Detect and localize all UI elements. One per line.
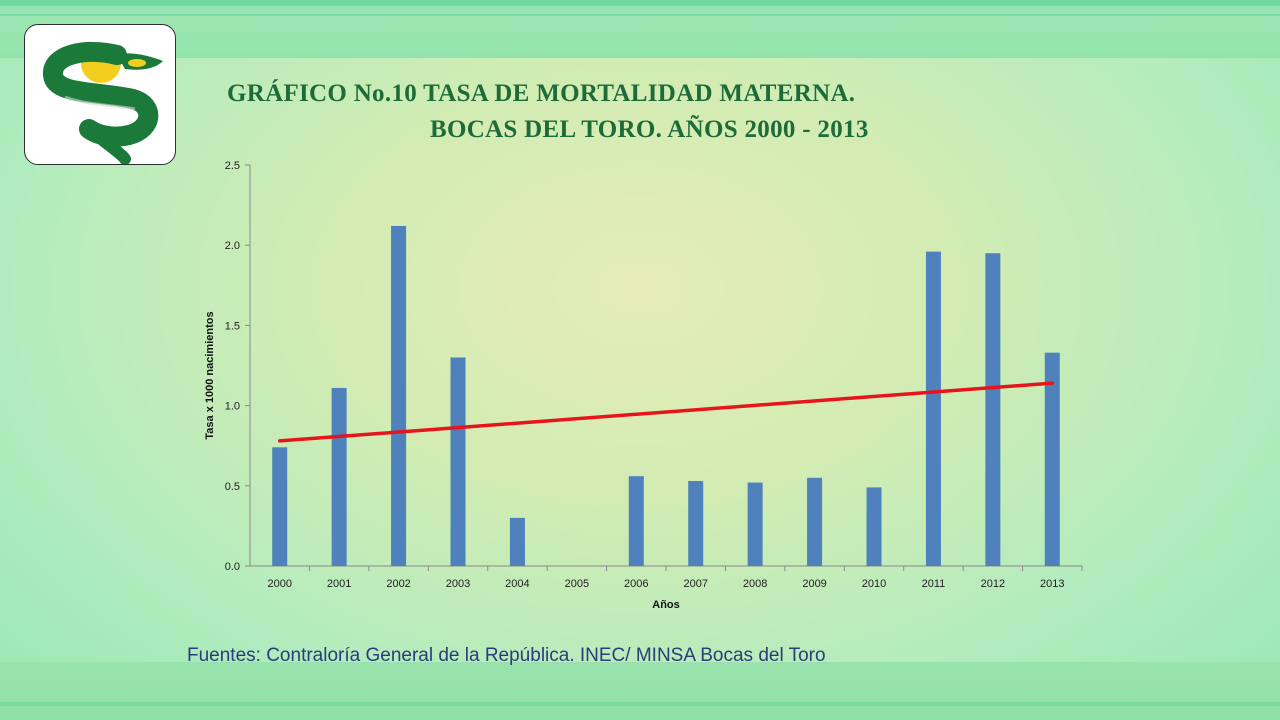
bar-2004 xyxy=(509,517,525,566)
x-tick-label: 2002 xyxy=(386,578,410,590)
x-tick-label: 2000 xyxy=(267,578,291,590)
bar-2008 xyxy=(747,482,763,566)
y-tick-label: 0.0 xyxy=(225,561,240,573)
bar-2011 xyxy=(925,251,941,566)
chart-title-line-1: GRÁFICO No.10 TASA DE MORTALIDAD MATERNA… xyxy=(227,80,856,107)
bottom-band xyxy=(0,662,1280,720)
bar-2010 xyxy=(866,487,882,566)
top-band-line xyxy=(0,14,1280,16)
chart-title-line-2: BOCAS DEL TORO. AÑOS 2000 - 2013 xyxy=(430,116,869,143)
y-tick-label: 2.5 xyxy=(225,160,240,172)
bar-2012 xyxy=(985,253,1001,566)
bar-2009 xyxy=(807,477,823,566)
y-axis-title: Tasa x 1000 nacimientos xyxy=(204,311,216,439)
bar-2002 xyxy=(391,225,407,566)
bar-2006 xyxy=(628,476,644,566)
bar-chart: 0.0 0.5 1.0 1.5 2.0 2.5 2000 2001 2002 2003 2004 20… xyxy=(204,160,1083,611)
x-tick-label: 2009 xyxy=(802,578,826,590)
y-tick-label: 1.5 xyxy=(225,320,240,332)
x-tick-label: 2013 xyxy=(1040,578,1064,590)
trendline xyxy=(277,381,1055,443)
bar-2001 xyxy=(331,387,347,566)
source-note: Fuentes: Contraloría General de la Repúb… xyxy=(187,645,826,666)
x-tick-label: 2006 xyxy=(624,578,648,590)
y-tick-label: 1.0 xyxy=(225,401,240,413)
x-tick-label: 2008 xyxy=(743,578,767,590)
x-tick-label: 2011 xyxy=(922,578,946,590)
x-tick-label: 2012 xyxy=(981,578,1005,590)
x-tick-label: 2003 xyxy=(446,578,470,590)
staff-serpent-logo-icon xyxy=(43,42,163,164)
y-tick-label: 2.0 xyxy=(225,240,240,252)
bar-2013 xyxy=(1044,352,1060,566)
x-tick-label: 2001 xyxy=(327,578,351,590)
logo xyxy=(24,24,176,165)
x-tick-label: 2005 xyxy=(565,578,589,590)
x-axis-title: Años xyxy=(652,599,680,611)
x-tick-label: 2007 xyxy=(683,578,707,590)
bar-2007 xyxy=(688,480,704,566)
x-tick-label: 2004 xyxy=(505,578,529,590)
x-tick-label: 2010 xyxy=(862,578,886,590)
top-band xyxy=(0,0,1280,58)
bar-2000 xyxy=(272,447,288,566)
bar-2003 xyxy=(450,357,466,566)
y-tick-label: 0.5 xyxy=(225,481,240,493)
